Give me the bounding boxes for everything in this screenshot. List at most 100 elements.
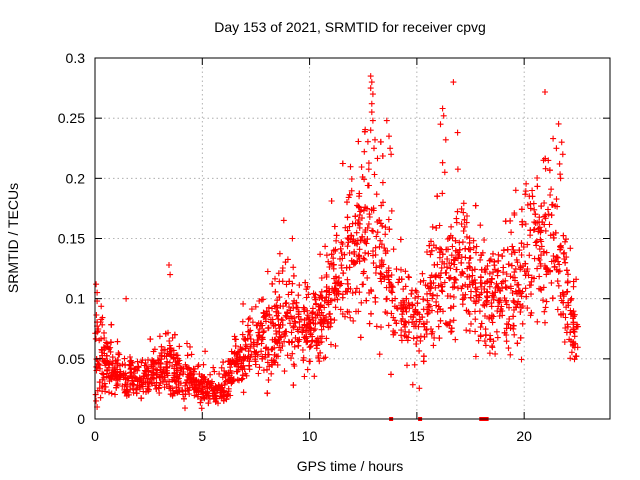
data-point [323,272,330,278]
data-point [140,373,147,380]
data-point [532,239,539,246]
data-point [247,345,254,351]
data-point [361,148,368,155]
data-point [475,297,482,304]
data-point [414,334,420,341]
data-point [344,243,351,250]
data-point [93,397,100,404]
data-point [484,288,491,295]
data-point [359,233,366,240]
data-point [127,362,134,369]
data-point [374,155,381,162]
data-point [261,328,267,334]
data-point [265,351,272,358]
data-point [291,318,298,325]
data-point [416,385,423,392]
data-point [499,308,506,314]
data-point [143,389,149,395]
data-point [547,192,554,198]
data-point [259,334,266,341]
data-point [280,217,287,224]
data-point [557,242,564,249]
data-point [144,379,151,385]
data-point [508,229,515,236]
data-point [386,226,393,233]
data-point [144,375,150,382]
data-point [362,239,369,246]
data-point [541,308,548,315]
data-point [168,346,174,353]
data-point [337,306,344,313]
data-point [311,373,318,380]
data-point [429,291,436,298]
data-point [93,363,100,370]
data-point [318,326,325,333]
data-point [567,245,574,252]
data-point [466,328,473,334]
data-point [510,313,517,320]
data-point [493,328,500,335]
data-point [388,282,395,289]
data-point [360,207,367,214]
data-point [117,373,124,380]
data-point [236,377,242,384]
data-point [511,307,517,313]
data-point [505,321,512,328]
data-point [402,323,408,330]
data-point [453,219,460,226]
data-point [433,225,440,231]
data-point [332,248,339,254]
data-point [458,205,465,212]
data-point [268,370,275,377]
data-point [347,286,354,292]
data-point [398,327,405,334]
data-point [389,284,396,291]
data-point [299,329,306,336]
data-point [225,369,232,376]
data-point [549,295,556,302]
data-point [571,344,578,351]
data-point [506,316,513,322]
data-point [150,375,157,382]
data-point [258,340,265,347]
data-point [367,73,374,80]
data-point [364,138,371,145]
data-point [489,319,496,326]
data-point [370,228,377,235]
data-point [296,282,303,289]
data-point [290,361,297,368]
data-point [447,274,454,281]
data-point [104,343,111,350]
data-point [486,257,493,264]
data-point [571,333,578,340]
data-point [534,183,541,190]
data-point [450,317,457,324]
data-point [283,299,290,306]
data-point [540,248,547,255]
data-point [570,308,577,315]
data-point [542,212,549,219]
data-point [510,297,517,304]
data-point [356,190,363,197]
data-point [193,377,200,384]
data-point [187,370,194,377]
data-point [376,351,383,358]
data-point [471,266,478,273]
data-point [150,369,157,376]
data-point [397,236,404,243]
data-point [529,193,536,200]
data-point [544,266,551,273]
data-point [301,373,308,380]
data-point [325,324,332,331]
data-point [171,331,178,338]
data-point [420,277,427,284]
data-point [455,255,461,262]
data-point [472,202,479,209]
data-point [142,368,149,375]
data-point [365,166,372,173]
data-point [317,349,324,356]
data-point [134,378,141,385]
data-point [346,250,353,256]
data-point [377,275,384,282]
data-point [398,266,404,273]
